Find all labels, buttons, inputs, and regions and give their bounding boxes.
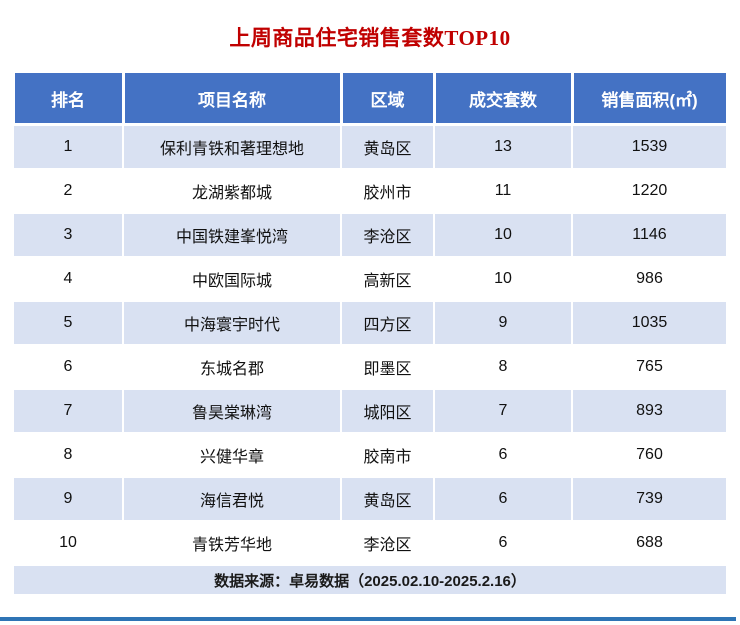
cell-area: 893 [571, 388, 728, 434]
bottom-accent-bar [0, 617, 736, 621]
cell-name: 保利青铁和著理想地 [122, 123, 342, 170]
table-row: 5 中海寰宇时代 四方区 9 1035 [12, 300, 728, 346]
table-row: 6 东城名郡 即墨区 8 765 [12, 344, 728, 390]
cell-region: 李沧区 [340, 520, 435, 566]
cell-region: 四方区 [340, 300, 435, 346]
cell-name: 中海寰宇时代 [122, 300, 342, 346]
header-region: 区域 [339, 70, 436, 126]
cell-region: 即墨区 [340, 344, 435, 390]
table-row: 10 青铁芳华地 李沧区 6 688 [12, 520, 728, 566]
cell-region: 黄岛区 [340, 476, 435, 522]
cell-area: 1220 [571, 168, 728, 214]
table-row: 9 海信君悦 黄岛区 6 739 [12, 476, 728, 522]
cell-units: 6 [433, 476, 573, 522]
cell-units: 11 [433, 168, 573, 214]
cell-name: 东城名郡 [122, 344, 342, 390]
cell-rank: 6 [12, 344, 124, 390]
table-header-row: 排名 项目名称 区域 成交套数 销售面积(㎡) [11, 70, 729, 126]
cell-region: 高新区 [340, 256, 435, 302]
header-name: 项目名称 [121, 70, 343, 126]
cell-units: 6 [433, 432, 573, 478]
cell-units: 8 [433, 344, 573, 390]
cell-name: 中欧国际城 [122, 256, 342, 302]
cell-rank: 4 [12, 256, 124, 302]
cell-units: 10 [433, 212, 573, 258]
cell-name: 鲁昊棠琳湾 [122, 388, 342, 434]
source-note-row: 数据来源：卓易数据（2025.02.10-2025.2.16） [12, 564, 728, 596]
cell-rank: 9 [12, 476, 124, 522]
cell-units: 6 [433, 520, 573, 566]
cell-area: 1035 [571, 300, 728, 346]
cell-rank: 1 [12, 123, 124, 170]
cell-area: 688 [571, 520, 728, 566]
cell-name: 青铁芳华地 [122, 520, 342, 566]
cell-region: 城阳区 [340, 388, 435, 434]
cell-region: 李沧区 [340, 212, 435, 258]
cell-rank: 2 [12, 168, 124, 214]
cell-name: 中国铁建峯悦湾 [122, 212, 342, 258]
cell-units: 9 [433, 300, 573, 346]
cell-units: 7 [433, 388, 573, 434]
cell-rank: 3 [12, 212, 124, 258]
cell-area: 760 [571, 432, 728, 478]
header-area: 销售面积(㎡) [570, 70, 729, 126]
cell-rank: 10 [12, 520, 124, 566]
cell-name: 兴健华章 [122, 432, 342, 478]
header-units: 成交套数 [432, 70, 574, 126]
cell-area: 1539 [571, 123, 728, 170]
table-row: 7 鲁昊棠琳湾 城阳区 7 893 [12, 388, 728, 434]
cell-region: 胶州市 [340, 168, 435, 214]
cell-rank: 8 [12, 432, 124, 478]
cell-area: 986 [571, 256, 728, 302]
cell-units: 13 [433, 123, 573, 170]
table-row: 2 龙湖紫都城 胶州市 11 1220 [12, 168, 728, 214]
table-row: 1 保利青铁和著理想地 黄岛区 13 1539 [12, 123, 728, 170]
table-row: 3 中国铁建峯悦湾 李沧区 10 1146 [12, 212, 728, 258]
cell-area: 765 [571, 344, 728, 390]
cell-rank: 7 [12, 388, 124, 434]
header-rank: 排名 [11, 70, 125, 126]
sales-rank-table: 排名 项目名称 区域 成交套数 销售面积(㎡) 1 保利青铁和著理想地 黄岛区 … [11, 70, 729, 596]
table-row: 8 兴健华章 胶南市 6 760 [12, 432, 728, 478]
cell-name: 龙湖紫都城 [122, 168, 342, 214]
table-row: 4 中欧国际城 高新区 10 986 [12, 256, 728, 302]
source-note: 数据来源：卓易数据（2025.02.10-2025.2.16） [12, 564, 728, 596]
cell-rank: 5 [12, 300, 124, 346]
cell-units: 10 [433, 256, 573, 302]
cell-area: 1146 [571, 212, 728, 258]
cell-region: 胶南市 [340, 432, 435, 478]
cell-area: 739 [571, 476, 728, 522]
cell-name: 海信君悦 [122, 476, 342, 522]
cell-region: 黄岛区 [340, 123, 435, 170]
page-title: 上周商品住宅销售套数TOP10 [229, 26, 511, 50]
